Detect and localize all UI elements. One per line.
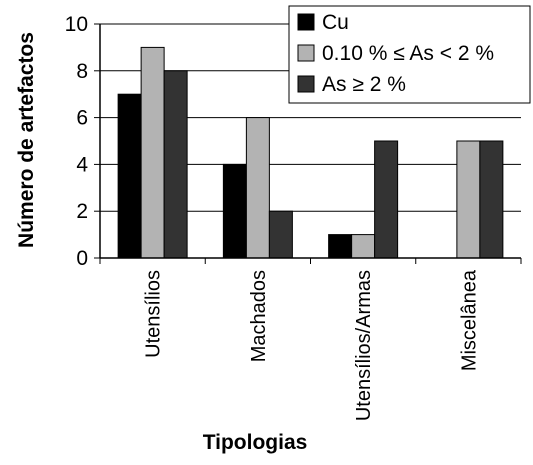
- bar: [163, 70, 188, 259]
- x-category-label: Utensílios/Armas: [353, 270, 375, 421]
- bar: [328, 234, 353, 259]
- bar: [268, 210, 293, 259]
- axes: [94, 23, 522, 264]
- y-tick-labels: 0 2 4 6 8 10: [65, 13, 89, 270]
- x-category-label: Utensílios: [143, 270, 165, 358]
- bar: [374, 140, 399, 259]
- bar: [456, 140, 481, 259]
- y-axis-title: Número de artefactos: [15, 32, 38, 248]
- x-category-labels: Utensílios Machados Utensílios/Armas Miscel…: [143, 269, 481, 421]
- x-category-label: Miscelânea: [458, 269, 480, 371]
- legend-label: As ≥ 2 %: [322, 73, 406, 96]
- x-axis-title: Tipologias: [203, 431, 308, 454]
- legend-swatch: [297, 13, 315, 31]
- legend-label: Cu: [322, 11, 349, 34]
- bar: [117, 93, 142, 259]
- bar: [479, 140, 504, 259]
- legend-swatch: [297, 44, 315, 62]
- bar: [245, 117, 270, 259]
- bar: [222, 163, 247, 259]
- legend: Cu 0.10 % ≤ As < 2 % As ≥ 2 %: [288, 5, 531, 104]
- y-tick-label: 6: [76, 107, 88, 130]
- y-tick-label: 8: [76, 60, 88, 83]
- y-tick-label: 10: [65, 13, 88, 36]
- legend-swatch: [297, 75, 315, 93]
- y-tick-label: 2: [76, 200, 88, 223]
- y-tick-label: 0: [76, 247, 88, 270]
- legend-box: [288, 5, 531, 104]
- x-category-label: Machados: [248, 270, 270, 362]
- bar: [140, 46, 165, 259]
- y-tick-label: 4: [76, 153, 88, 176]
- bar: [351, 234, 376, 259]
- legend-label: 0.10 % ≤ As < 2 %: [322, 42, 494, 65]
